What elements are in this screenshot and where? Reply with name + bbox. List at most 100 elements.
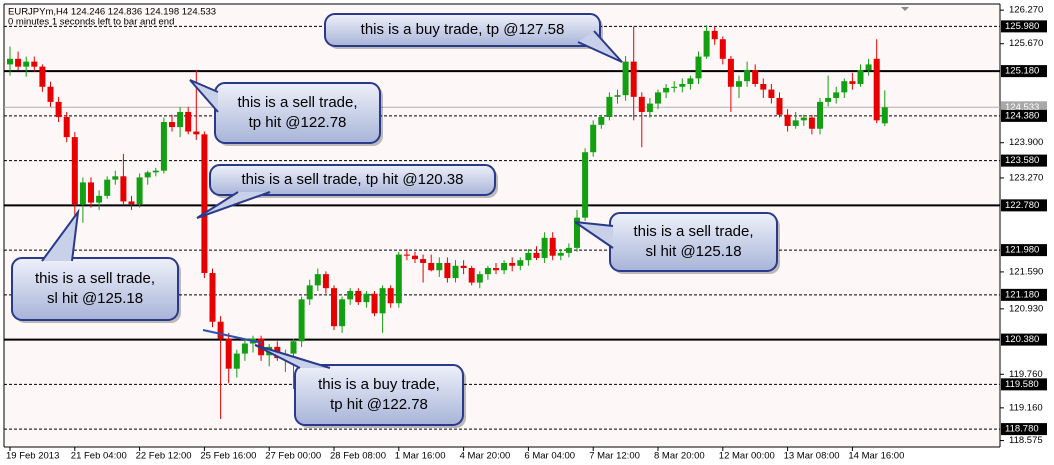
candle-body [574,217,580,248]
candle-body [15,58,22,67]
candle-body [193,131,200,135]
candle-body [403,254,410,256]
level-label: 124.380 [1005,110,1039,121]
candle-body [744,70,751,82]
candle-body [436,262,443,271]
candle-body [339,299,346,327]
level-label: 125.980 [1005,21,1039,32]
annotation-text: sl hit @125.18 [47,290,143,307]
candle-body [152,170,159,173]
annotation-text: this is a sell trade, [35,270,155,287]
level-box [1001,423,1047,436]
plot-area [4,4,1000,447]
candle-body [768,89,775,98]
candle-body [225,338,232,369]
y-tick-label: 125.670 [1009,38,1043,49]
y-tick-label: 119.160 [1009,402,1043,413]
candle-body [169,122,175,128]
bubble-pointer-edge [254,344,331,369]
candle-body [800,117,807,121]
annotation: this is a sell trade, sl hit @125.18 [11,208,181,323]
annotation: this is a buy trade, tp hit @122.78 [254,344,466,428]
candle-body [825,97,832,102]
levels [4,25,1000,430]
level-box [1001,288,1047,301]
candle-body [565,247,572,253]
candle-body [217,321,224,339]
candle-body [630,61,637,97]
candle-body [727,58,734,87]
candle-body [598,116,605,125]
candle-body [379,288,386,314]
x-tick-label: 28 Feb 08:00 [330,451,386,462]
chart-title: EURJPYm,H4 124.246 124.836 124.198 124.5… [8,7,216,18]
bubble [209,164,496,196]
candle-body [792,120,799,126]
price-axis-area [1000,4,1054,447]
x-tick-label: 22 Feb 12:00 [136,451,192,462]
x-tick-label: 4 Mar 20:00 [460,451,511,462]
candle-body [63,116,70,138]
level-label: 121.980 [1005,245,1039,256]
candle-body [614,95,621,97]
candle-body [452,265,459,279]
candle-body [841,81,848,93]
candle-body [533,252,540,258]
candle-body [233,353,240,369]
annotation: this is a sell trade, tp hit @120.38 [196,164,498,219]
candle-body [881,107,888,124]
candle-body [776,97,783,115]
level-box [1001,244,1047,257]
candle-body [517,260,524,266]
candle-body [39,66,46,87]
level-label: 125.180 [1005,66,1039,77]
annotation: this is a buy trade, tp @127.58 [324,13,623,63]
x-tick-label: 1 Mar 16:00 [395,451,446,462]
candle-body [201,134,208,274]
annotation-text: this is a buy trade, [318,376,440,393]
bubble [294,364,464,426]
candle-body [719,39,726,59]
level-label: 121.180 [1005,289,1039,300]
candle-body [606,96,613,117]
candle-body [428,262,435,271]
level-box [1001,378,1047,391]
candle-body [493,268,499,271]
annotation-text: this is a sell trade, tp hit @120.38 [241,171,463,188]
candle-body [306,285,313,300]
candle-body [736,81,742,87]
candle-body [817,101,823,129]
y-tick-label: 123.270 [1009,172,1043,183]
x-tick-label: 21 Feb 04:00 [71,451,127,462]
level-box [1001,333,1047,346]
candle-body [322,274,329,289]
axes: 126.270 125.670 123.900 123.270 121.590 120.9… [6,5,1047,462]
candle-body [120,176,127,202]
current-price-label: 124.533 [1005,102,1039,113]
candle-body [671,86,678,88]
candle-body [298,299,305,342]
candle-body [88,182,94,203]
y-tick-label: 118.575 [1009,435,1043,446]
candle-body [23,61,30,67]
candle-body [104,179,111,196]
trendline [202,329,263,344]
candle-body [687,78,694,84]
candle-body [590,124,597,153]
candle-body [760,83,767,90]
candle-body [314,274,321,286]
candle-body [128,201,135,205]
level-box [1001,20,1047,33]
candle-body [833,92,840,98]
candle-body [857,70,864,84]
annotations: this is a buy trade, tp @127.58 this is a… [11,13,780,428]
candle-body [177,111,184,128]
candle-body [96,195,103,203]
bubble [324,13,601,47]
bubble-pointer [578,31,622,62]
candle-body [460,265,467,269]
candle-body [638,96,645,112]
bubble-pointer-edge [189,79,219,113]
